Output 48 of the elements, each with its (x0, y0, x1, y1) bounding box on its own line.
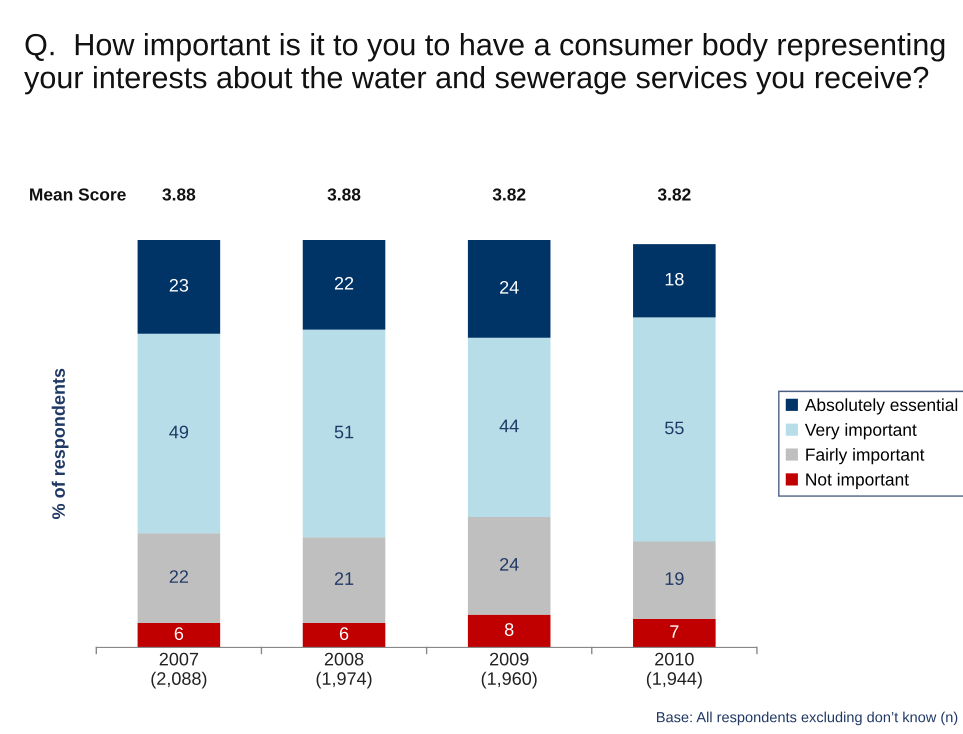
text: 3.82 (658, 188, 691, 201)
text: Base: All respondents excluding don’t know (n) (657, 712, 958, 726)
data-label: 44 (500, 420, 519, 432)
bar (138, 533, 220, 623)
text: 3.88 (328, 188, 360, 201)
data-label: 6 (174, 627, 184, 640)
legend-label: Absolutely essential (804, 398, 958, 414)
data-label: 49 (169, 426, 188, 438)
data-label: 24 (500, 558, 519, 571)
bar (138, 240, 220, 334)
bar (138, 334, 220, 534)
text: 3.88 (162, 188, 196, 201)
data-label: 6 (340, 627, 348, 640)
text: Mean Score (30, 188, 126, 201)
data-label: 19 (666, 572, 684, 586)
bar (302, 330, 386, 538)
bar (633, 618, 716, 648)
x-tick-label: 2007 (2,088) (151, 652, 206, 689)
bar (468, 240, 550, 338)
y-axis-title: % of respondents (52, 368, 69, 519)
data-label: 23 (170, 278, 188, 292)
data-label: 18 (666, 272, 684, 286)
data-label: 22 (170, 570, 188, 583)
x-tick-label: 2008 (1,974) (316, 652, 372, 689)
data-label: 51 (334, 426, 354, 438)
x-tick-label: 2010 (1,944) (646, 652, 702, 689)
bar (468, 338, 550, 518)
bar (302, 537, 386, 623)
bar (468, 517, 550, 615)
data-label: 7 (670, 625, 678, 638)
bar (138, 622, 220, 648)
bar (633, 541, 716, 619)
data-label: 21 (334, 572, 354, 585)
legend-label: Very important (804, 423, 917, 440)
data-label: 24 (500, 280, 519, 294)
x-tick-label: 2009 (1,960) (482, 652, 537, 689)
legend-label: Not important (806, 472, 909, 490)
legend-label: Fairly important (806, 448, 924, 464)
bar (633, 244, 716, 318)
bar (633, 317, 716, 542)
data-label: 55 (665, 422, 684, 434)
bar (302, 240, 386, 330)
bar (468, 614, 550, 648)
text: 3.82 (492, 188, 526, 201)
data-label: 22 (334, 276, 354, 290)
data-label: 8 (504, 623, 514, 636)
bar (302, 622, 386, 648)
chart-title: Q. How important is it to you to have a consumer body representing your interests about the water and sewerage services you receive? (24, 33, 944, 94)
